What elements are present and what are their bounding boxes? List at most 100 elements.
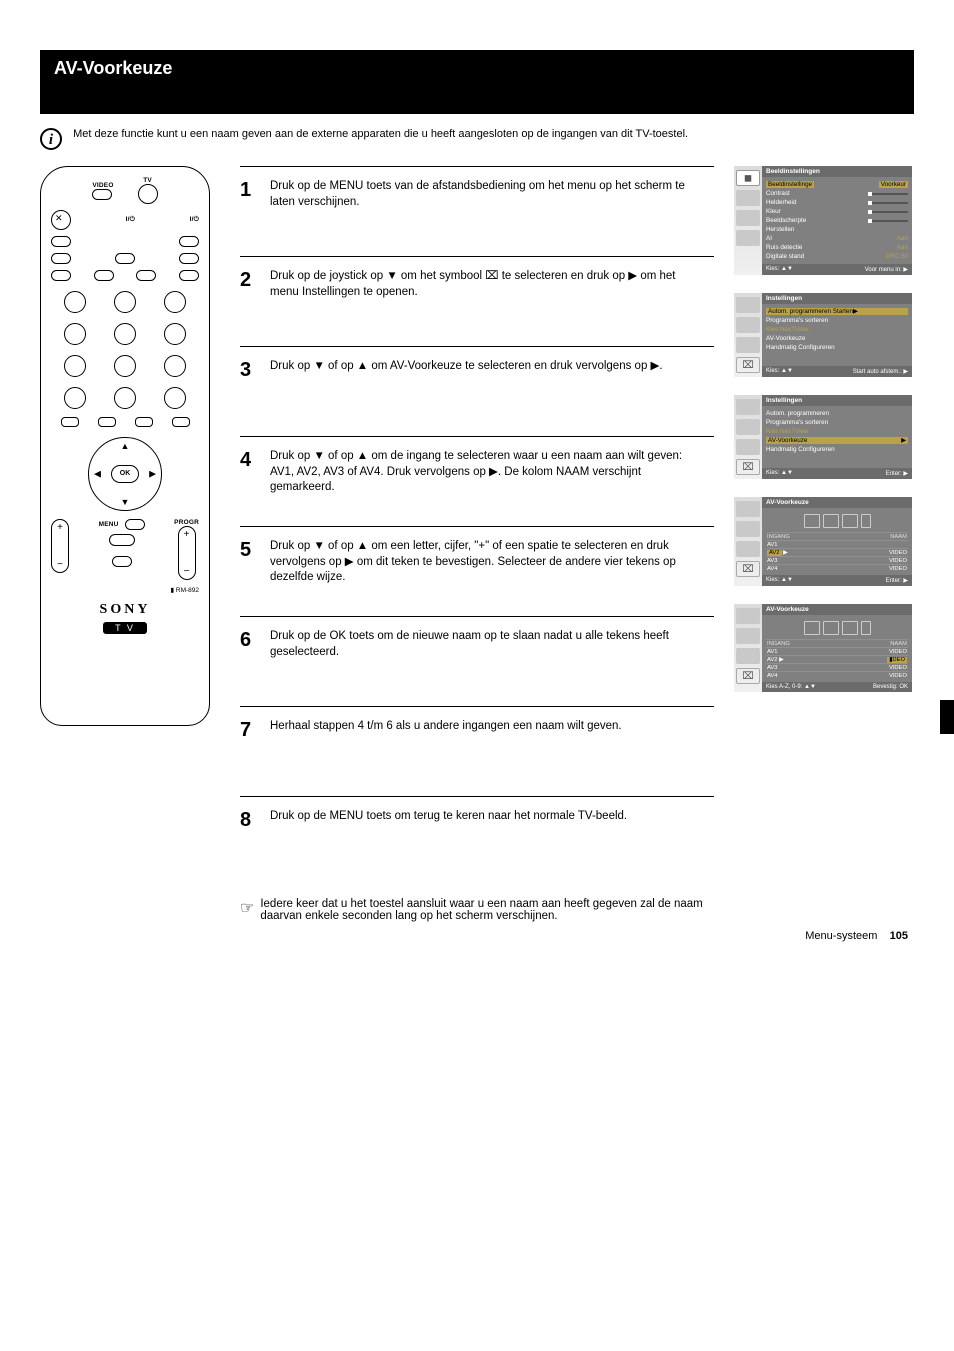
osd-graphic-icon <box>823 621 839 635</box>
osd-slider <box>870 211 908 213</box>
osd-screen-5: ⌧ AV-Voorkeuze INGANGNAAM AV1VIDEO AV2 ▶… <box>734 604 912 692</box>
key-4[interactable] <box>64 323 86 345</box>
key-7[interactable] <box>64 355 86 377</box>
step-row: 5Druk op ▼ of op ▲ om een letter, cijfer… <box>240 526 714 616</box>
intro-text: Met deze functie kunt u een naam geven a… <box>73 128 893 140</box>
osd-cell: VIDEO <box>889 566 907 572</box>
key-9[interactable] <box>164 355 186 377</box>
step-text: Druk op de MENU toets van de afstandsbed… <box>270 179 714 236</box>
osd-graphic-icon <box>823 514 839 528</box>
osd-side-icon <box>736 501 760 517</box>
remote-btn-r4c2[interactable] <box>94 270 114 281</box>
remote-keypad <box>57 291 193 409</box>
step-row: 8Druk op de MENU toets om terug te keren… <box>240 796 714 886</box>
shortcut-4[interactable] <box>172 417 190 427</box>
shortcut-2[interactable] <box>98 417 116 427</box>
osd-cell: AV4 <box>767 673 778 679</box>
remote-btn-r4c4[interactable] <box>179 270 199 281</box>
remote-btn-r3c2[interactable] <box>115 253 135 264</box>
standby-icon-right: I/⏻ <box>190 216 199 224</box>
key-5[interactable] <box>114 323 136 345</box>
osd-arrow-icon: ▶ <box>901 437 906 444</box>
remote-btn-r4c1[interactable] <box>51 270 71 281</box>
osd-row: Digitale stand <box>766 253 804 260</box>
osd-title: Instellingen <box>762 293 912 304</box>
info-icon: i <box>40 128 62 150</box>
step-text: Druk op ▼ of op ▲ om de ingang te select… <box>270 449 714 506</box>
osd-row: Handmatig Configureren <box>766 344 835 351</box>
osd-side-icon: ⌧ <box>736 561 760 577</box>
key-return[interactable] <box>164 387 186 409</box>
brand-logo: SONY <box>51 602 199 618</box>
osd-col-header: NAAM <box>890 534 907 540</box>
step-number: 5 <box>240 539 270 596</box>
osd-screen-4: ⌧ AV-Voorkeuze INGANGNAAM AV1 AV2 ▶VIDEO… <box>734 497 912 586</box>
osd-row: Beeldscherpte <box>766 217 806 224</box>
step-row: 1Druk op de MENU toets van de afstandsbe… <box>240 166 714 256</box>
remote-btn-r3c3[interactable] <box>179 253 199 264</box>
page-number: Menu-systeem 105 <box>805 930 908 942</box>
osd-cell: AV2 <box>767 550 782 556</box>
key-6[interactable] <box>164 323 186 345</box>
osd-footer-r: Voor menu in: ▶ <box>865 266 908 273</box>
step-row: 3Druk op ▼ of op ▲ om AV-Voorkeuze te se… <box>240 346 714 436</box>
page-number-value: 105 <box>890 930 908 942</box>
mute-button[interactable]: ✕ <box>51 210 71 230</box>
video-power-button[interactable] <box>92 189 112 200</box>
steps-column: 1Druk op de MENU toets van de afstandsbe… <box>240 166 714 922</box>
osd-row: Herstellen <box>766 226 794 233</box>
osd-footer-l: Kies: ▲▼ <box>766 266 793 273</box>
osd-footer-l: Kies: ▲▼ <box>766 577 793 584</box>
section-title: AV-Voorkeuze <box>54 58 172 78</box>
osd-cell: AV4 <box>767 566 778 572</box>
key-0[interactable] <box>114 387 136 409</box>
key-dash[interactable] <box>64 387 86 409</box>
post-note: ☞ Iedere keer dat u het toestel aansluit… <box>240 898 714 922</box>
step-text: Druk op ▼ of op ▲ om AV-Voorkeuze te sel… <box>270 359 714 416</box>
remote-btn-r2c3[interactable] <box>179 236 199 247</box>
menu-button[interactable] <box>109 534 135 546</box>
osd-cell: AV1 <box>767 649 778 655</box>
btn-small-top[interactable] <box>125 519 145 530</box>
remote-btn-r4c3[interactable] <box>136 270 156 281</box>
key-3[interactable] <box>164 291 186 313</box>
osd-side-icon <box>736 628 760 644</box>
tv-power-button[interactable] <box>138 184 158 204</box>
osd-cell: VIDEO <box>889 550 907 556</box>
key-8[interactable] <box>114 355 136 377</box>
osd-footer-l: Kies A-Z, 0-9: ▲▼ <box>766 684 816 690</box>
osd-row: Contrast <box>766 190 790 197</box>
osd-col-header: INGANG <box>767 534 790 540</box>
osd-row: AV-Voorkeuze <box>766 335 805 342</box>
osd-screen-3: ⌧ Instellingen Autom. programmeren Progr… <box>734 395 912 479</box>
osd-footer-r: Start auto afstem.: ▶ <box>853 368 908 375</box>
remote-shortcut-row <box>51 417 199 427</box>
label-video: VIDEO <box>92 182 113 189</box>
osd-slider <box>870 193 908 195</box>
osd-graphic-icon <box>804 514 820 528</box>
btn-small-bottom[interactable] <box>112 556 132 567</box>
remote-btn-r3c1[interactable] <box>51 253 71 264</box>
remote-btn-r2c1[interactable] <box>51 236 71 247</box>
osd-cell: VIDEO <box>889 558 907 564</box>
step-number: 8 <box>240 809 270 866</box>
step-row: 2Druk op de joystick op ▼ om het symbool… <box>240 256 714 346</box>
ok-button[interactable]: OK <box>111 465 139 483</box>
osd-title: AV-Voorkeuze <box>762 497 912 508</box>
step-row: 6Druk op de OK toets om de nieuwe naam o… <box>240 616 714 706</box>
remote-dpad[interactable]: ▲ ▼ ◀ ▶ OK <box>88 437 162 511</box>
dpad-down-icon: ▼ <box>121 497 130 507</box>
thumb-tab <box>940 700 954 734</box>
osd-side-icon: ⌧ <box>736 357 760 373</box>
osd-row-val: DRC 50 <box>886 253 908 260</box>
osd-footer-l: Kies: ▲▼ <box>766 470 793 477</box>
program-rocker[interactable]: +− <box>178 526 196 580</box>
osd-row: Kies NexTView <box>766 428 809 435</box>
shortcut-1[interactable] <box>61 417 79 427</box>
key-1[interactable] <box>64 291 86 313</box>
osd-side-icon <box>736 399 760 415</box>
key-2[interactable] <box>114 291 136 313</box>
shortcut-3[interactable] <box>135 417 153 427</box>
osd-row: Autom. programmeren Starten▶ <box>766 308 908 315</box>
volume-rocker[interactable]: +− <box>51 519 69 573</box>
